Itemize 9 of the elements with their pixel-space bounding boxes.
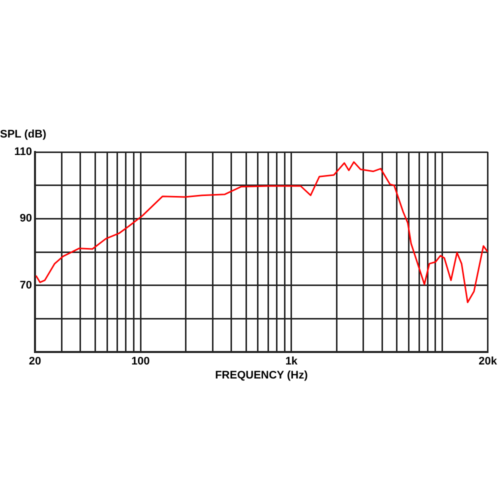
y-axis-title: SPL (dB) (0, 128, 47, 141)
x-axis-title: FREQUENCY (Hz) (215, 369, 308, 382)
y-tick-label: 70 (20, 279, 32, 292)
x-tick-label: 100 (131, 356, 150, 368)
x-tick-label: 20 (28, 356, 42, 368)
y-tick-label: 90 (20, 212, 32, 225)
y-tick-label: 110 (14, 146, 32, 158)
x-tick-label: 20k (478, 356, 498, 368)
x-tick-label: 1k (285, 356, 298, 368)
